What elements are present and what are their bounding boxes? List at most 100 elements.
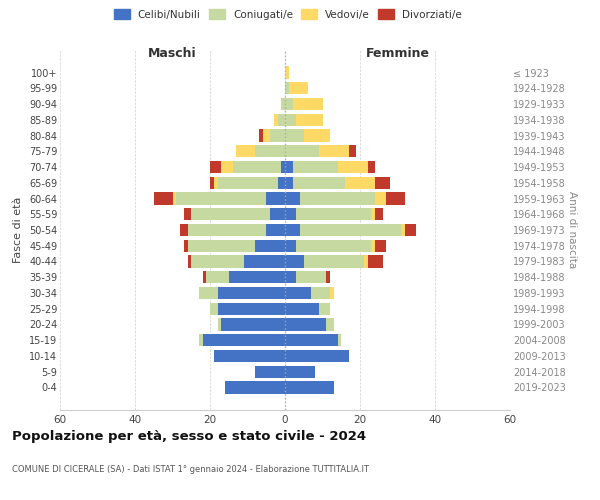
Bar [199,334,203,346]
Bar [199,287,218,299]
Bar [293,98,323,110]
Bar [326,318,334,330]
Bar [187,224,266,236]
Bar [401,224,405,236]
Bar [285,318,326,330]
Bar [296,114,323,126]
Bar [221,161,233,173]
Bar [191,256,244,268]
Bar [326,271,330,283]
Bar [184,240,187,252]
Bar [285,224,300,236]
Bar [187,256,191,268]
Bar [255,366,285,378]
Bar [191,208,270,220]
Text: Popolazione per età, sesso e stato civile - 2024: Popolazione per età, sesso e stato civil… [12,430,366,443]
Bar [319,145,349,158]
Text: Femmine: Femmine [365,47,430,60]
Bar [300,224,401,236]
Bar [285,145,319,158]
Bar [274,114,277,126]
Bar [349,145,356,158]
Bar [285,334,337,346]
Bar [375,176,390,189]
Bar [285,130,304,141]
Bar [337,334,341,346]
Bar [375,192,386,204]
Y-axis label: Fasce di età: Fasce di età [13,197,23,263]
Bar [319,302,330,315]
Bar [296,240,371,252]
Bar [266,192,285,204]
Bar [259,130,263,141]
Bar [203,334,285,346]
Bar [304,256,364,268]
Bar [285,382,334,394]
Text: Maschi: Maschi [148,47,197,60]
Bar [233,161,281,173]
Bar [345,176,375,189]
Bar [304,130,330,141]
Bar [285,302,319,315]
Bar [214,176,218,189]
Bar [255,145,285,158]
Bar [255,240,285,252]
Bar [218,287,285,299]
Bar [154,192,173,204]
Bar [214,350,285,362]
Bar [285,82,289,94]
Bar [225,382,285,394]
Bar [263,130,270,141]
Bar [187,240,255,252]
Legend: Celibi/Nubili, Coniugati/e, Vedovi/e, Divorziati/e: Celibi/Nubili, Coniugati/e, Vedovi/e, Di… [110,5,466,24]
Bar [210,302,218,315]
Bar [266,224,285,236]
Bar [285,161,293,173]
Bar [405,224,416,236]
Bar [337,161,367,173]
Bar [296,271,326,283]
Bar [221,318,285,330]
Bar [277,114,285,126]
Bar [180,224,187,236]
Bar [367,161,375,173]
Bar [364,256,367,268]
Bar [375,240,386,252]
Bar [293,176,345,189]
Bar [184,208,191,220]
Bar [236,145,255,158]
Bar [277,176,285,189]
Bar [285,114,296,126]
Bar [293,161,337,173]
Bar [386,192,405,204]
Bar [285,192,300,204]
Bar [371,240,375,252]
Bar [285,256,304,268]
Bar [285,176,293,189]
Bar [285,98,293,110]
Bar [173,192,176,204]
Bar [367,256,383,268]
Bar [285,240,296,252]
Bar [285,366,315,378]
Bar [296,208,371,220]
Text: COMUNE DI CICERALE (SA) - Dati ISTAT 1° gennaio 2024 - Elaborazione TUTTITALIA.I: COMUNE DI CICERALE (SA) - Dati ISTAT 1° … [12,465,369,474]
Bar [285,287,311,299]
Bar [285,66,289,78]
Bar [218,302,285,315]
Bar [311,287,330,299]
Bar [270,130,285,141]
Bar [229,271,285,283]
Bar [270,208,285,220]
Bar [375,208,383,220]
Bar [206,271,229,283]
Bar [281,161,285,173]
Bar [281,98,285,110]
Bar [285,350,349,362]
Bar [371,208,375,220]
Bar [330,287,334,299]
Bar [210,176,214,189]
Bar [289,82,308,94]
Bar [176,192,266,204]
Bar [285,271,296,283]
